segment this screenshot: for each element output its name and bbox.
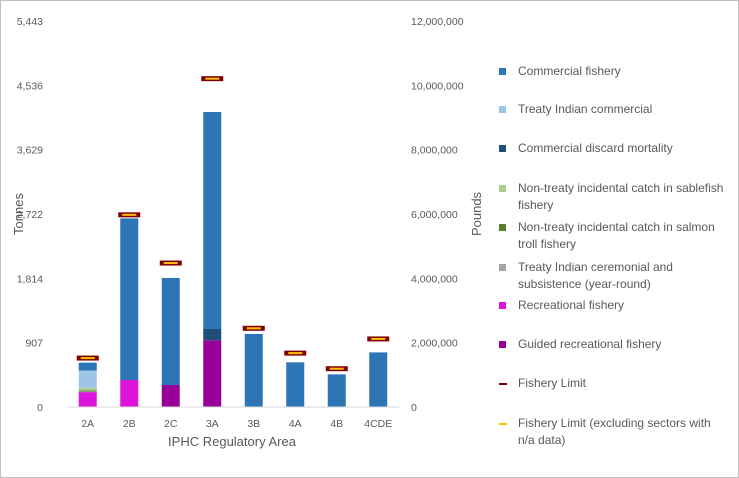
- fishery-limit-excl-3b: [246, 327, 261, 330]
- y2-axis-title: Pounds: [469, 191, 484, 236]
- x-tick-label: 3A: [206, 418, 219, 430]
- x-tick-label: 3B: [247, 418, 260, 430]
- y2-tick-label: 2,000,000: [411, 338, 458, 350]
- y2-tick-label: 6,000,000: [411, 209, 458, 221]
- legend-swatch: [499, 302, 506, 309]
- bar-2b-commercial-fishery: [120, 218, 139, 381]
- fishery-limit-excl-2c: [163, 262, 178, 265]
- legend-label: Non-treaty incidental catch in sablefish…: [518, 181, 724, 212]
- x-tick-label: 4CDE: [364, 418, 392, 430]
- bar-3b-commercial-fishery: [244, 333, 263, 407]
- bar-2a-treaty-indian-ceremonial-and-subsistence-year-round: [78, 391, 97, 393]
- y-tick-label: 4,536: [17, 80, 43, 92]
- legend-label: Treaty Indian commercial: [518, 102, 653, 116]
- legend-swatch: [499, 264, 506, 271]
- legend-item: Guided recreational fishery: [498, 336, 730, 353]
- legend-swatch: [499, 68, 506, 75]
- bar-4b-commercial-fishery: [327, 374, 346, 407]
- y-tick-label: 1,814: [17, 273, 43, 285]
- legend-swatch: [499, 341, 506, 348]
- legend-swatch: [499, 383, 507, 385]
- fishery-limit-excl-2b: [122, 213, 137, 216]
- x-tick-label: 4B: [330, 418, 343, 430]
- legend-swatch: [499, 224, 506, 231]
- legend-label: Fishery Limit (excluding sectors with n/…: [518, 416, 711, 447]
- bar-2a-commercial-fishery: [78, 362, 97, 371]
- legend-label: Non-treaty incidental catch in salmon tr…: [518, 220, 715, 251]
- y-tick-label: 0: [37, 402, 43, 414]
- fishery-limit-excl-4a: [288, 352, 303, 355]
- legend-label: Commercial fishery: [518, 64, 621, 78]
- y2-tick-label: 0: [411, 402, 417, 414]
- bar-2a-non-treaty-incidental-catch-in-salmon-troll-fishery: [78, 390, 97, 392]
- fishery-limit-excl-4b: [329, 367, 344, 370]
- y2-tick-label: 4,000,000: [411, 273, 458, 285]
- legend-item: Treaty Indian ceremonial and subsistence…: [498, 259, 730, 293]
- y2-tick-label: 12,000,000: [411, 16, 464, 28]
- y2-tick-label: 8,000,000: [411, 145, 458, 157]
- bar-2c-guided-recreational-fishery: [161, 385, 180, 407]
- legend-swatch: [499, 106, 506, 113]
- x-tick-label: 2C: [164, 418, 178, 430]
- bar-2a-recreational-fishery: [78, 392, 97, 407]
- y-tick-label: 5,443: [17, 16, 43, 28]
- bar-3a-commercial-fishery: [203, 111, 222, 329]
- x-tick-label: 4A: [289, 418, 302, 430]
- legend-swatch: [499, 145, 506, 152]
- bar-3a-guided-recreational-fishery: [203, 340, 222, 407]
- bar-4a-commercial-fishery: [286, 362, 305, 407]
- legend-label: Recreational fishery: [518, 298, 625, 312]
- legend-item: Recreational fishery: [498, 297, 730, 314]
- legend-swatch: [499, 423, 507, 425]
- legend-item: Commercial fishery: [498, 63, 730, 80]
- chart-plot: 0 907 1,814 2,722 3,629 4,536 5,443 0 2,000,000…: [11, 16, 484, 449]
- legend-swatch: [499, 185, 506, 192]
- fishery-limit-excl-2a: [80, 357, 95, 360]
- legend-item: Fishery Limit: [498, 375, 730, 392]
- legend-item: Non-treaty incidental catch in salmon tr…: [498, 219, 730, 253]
- y-tick-label: 907: [25, 338, 43, 350]
- legend-label: Guided recreational fishery: [518, 337, 662, 351]
- y-tick-label: 3,629: [17, 145, 43, 157]
- legend-label: Treaty Indian ceremonial and subsistence…: [518, 260, 673, 291]
- bar-3a-commercial-discard-mortality: [203, 328, 222, 341]
- x-tick-label: 2A: [81, 418, 94, 430]
- y-axis-title: Tonnes: [11, 193, 26, 235]
- legend-item: Fishery Limit (excluding sectors with n/…: [498, 415, 730, 449]
- bar-4cde-commercial-fishery: [369, 352, 388, 407]
- legend-label: Fishery Limit: [518, 376, 587, 390]
- bar-2c-commercial-fishery: [161, 277, 180, 386]
- legend-item: Treaty Indian commercial: [498, 101, 730, 118]
- legend-item: Commercial discard mortality: [498, 140, 730, 157]
- y2-tick-label: 10,000,000: [411, 80, 464, 92]
- fishery-limit-excl-3a: [205, 77, 220, 80]
- legend-label: Commercial discard mortality: [518, 141, 673, 155]
- legend-item: Non-treaty incidental catch in sablefish…: [498, 180, 730, 214]
- fishery-limit-excl-4cde: [371, 337, 386, 340]
- bar-2a-non-treaty-incidental-catch-in-sablefish-fishery: [78, 387, 97, 391]
- bar-2a-treaty-indian-commercial: [78, 370, 97, 388]
- x-tick-label: 2B: [123, 418, 136, 430]
- bar-2b-recreational-fishery: [120, 380, 139, 407]
- x-axis-title: IPHC Regulatory Area: [168, 434, 297, 449]
- y-tick-label: 2,722: [17, 209, 43, 221]
